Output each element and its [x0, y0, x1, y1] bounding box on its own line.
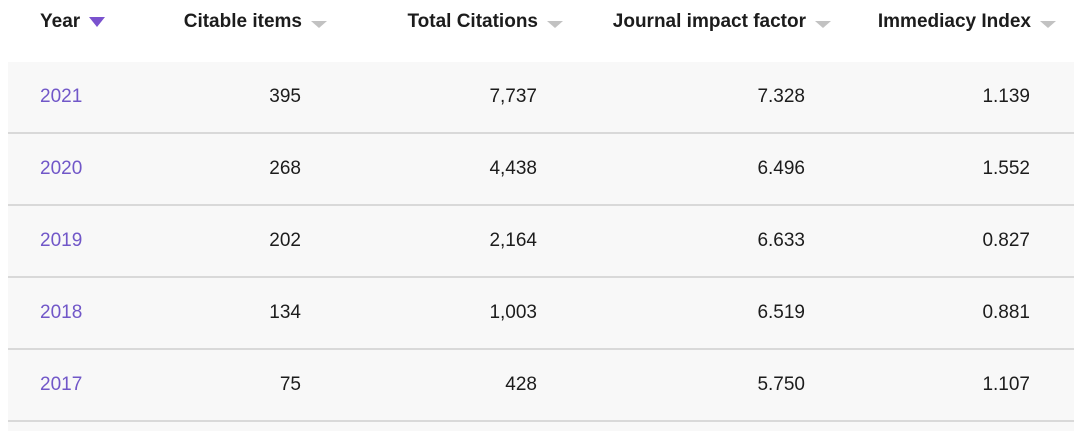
year-link-2019[interactable]: 2019 [40, 230, 83, 251]
journal-impact-factor-cell: 7.328 [757, 86, 805, 107]
citable-items-cell: 75 [279, 374, 301, 395]
journal-impact-factor-cell: 5.750 [757, 374, 805, 395]
column-header-year[interactable]: Year [8, 11, 128, 33]
table-row-2017: 2017 75 428 5.750 1.107 [8, 350, 1074, 422]
year-cell: 2021 [8, 86, 128, 108]
immediacy-index-cell: 0.827 [982, 230, 1030, 251]
total-citations-cell: 2,164 [489, 230, 537, 251]
journal-impact-factor-cell: 6.633 [757, 230, 805, 251]
column-header-journal-impact-factor[interactable]: Journal impact factor [563, 11, 831, 33]
sort-inactive-icon [815, 20, 831, 28]
column-header-year-label: Year [40, 11, 81, 32]
total-citations-cell: 1,003 [489, 302, 537, 323]
next-row-partial [8, 422, 1074, 431]
total-citations-cell: 7,737 [489, 86, 537, 107]
year-cell: 2020 [8, 158, 128, 180]
total-citations-cell: 4,438 [489, 158, 537, 179]
column-header-immediacy-index[interactable]: Immediacy Index [831, 11, 1056, 33]
year-cell: 2018 [8, 302, 128, 324]
sort-inactive-icon [1040, 20, 1056, 28]
table-row-2021: 2021 395 7,737 7.328 1.139 [8, 62, 1074, 134]
citable-items-cell: 134 [269, 302, 301, 323]
column-header-citable-items[interactable]: Citable items [128, 11, 327, 33]
year-link-2021[interactable]: 2021 [40, 86, 83, 107]
immediacy-index-cell: 1.107 [982, 374, 1030, 395]
sort-inactive-icon [547, 20, 563, 28]
total-citations-cell: 428 [505, 374, 537, 395]
column-header-immediacy-index-label: Immediacy Index [877, 11, 1031, 32]
table-row-2018: 2018 134 1,003 6.519 0.881 [8, 278, 1074, 350]
journal-impact-factor-cell: 6.496 [757, 158, 805, 179]
immediacy-index-cell: 0.881 [982, 302, 1030, 323]
table-header-row: Year Citable items Total Citations Journ… [8, 0, 1074, 44]
sort-inactive-icon [311, 20, 327, 28]
sort-descending-active-icon [89, 17, 106, 27]
year-link-2020[interactable]: 2020 [40, 158, 83, 179]
table-body: 2021 395 7,737 7.328 1.139 2020 268 4,43… [8, 62, 1074, 431]
year-cell: 2017 [8, 374, 128, 396]
column-header-journal-impact-factor-label: Journal impact factor [612, 11, 806, 32]
column-header-total-citations[interactable]: Total Citations [327, 11, 563, 33]
immediacy-index-cell: 1.139 [982, 86, 1030, 107]
citable-items-cell: 268 [269, 158, 301, 179]
year-link-2017[interactable]: 2017 [40, 374, 83, 395]
journal-metrics-table: Year Citable items Total Citations Journ… [8, 0, 1074, 431]
table-row-2020: 2020 268 4,438 6.496 1.552 [8, 134, 1074, 206]
year-cell: 2019 [8, 230, 128, 252]
year-link-2018[interactable]: 2018 [40, 302, 83, 323]
column-header-total-citations-label: Total Citations [407, 11, 538, 32]
journal-impact-factor-cell: 6.519 [757, 302, 805, 323]
citable-items-cell: 395 [269, 86, 301, 107]
column-header-citable-items-label: Citable items [183, 11, 302, 32]
table-row-2019: 2019 202 2,164 6.633 0.827 [8, 206, 1074, 278]
citable-items-cell: 202 [269, 230, 301, 251]
immediacy-index-cell: 1.552 [982, 158, 1030, 179]
